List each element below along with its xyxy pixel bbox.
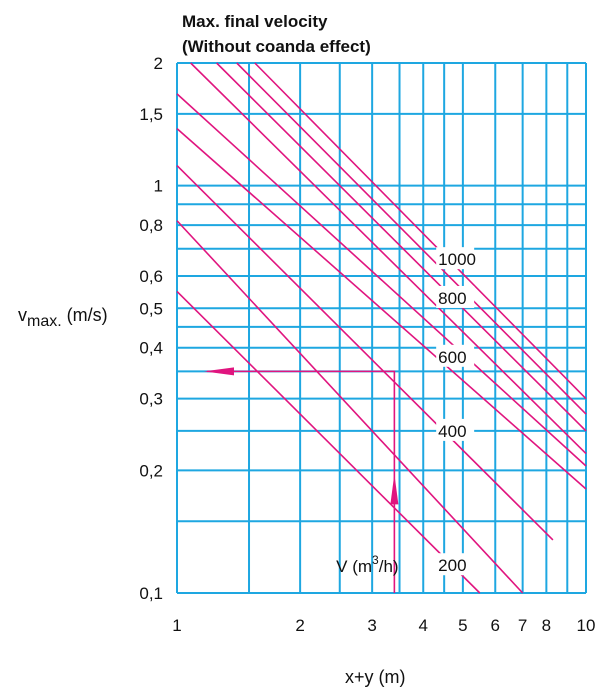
curve-label-backdrop bbox=[436, 418, 475, 441]
x-tick-label: 4 bbox=[419, 616, 428, 635]
velocity-curve-5 bbox=[176, 93, 587, 467]
y-tick-label: 0,4 bbox=[139, 339, 163, 358]
x-tick-label: 7 bbox=[518, 616, 527, 635]
velocity-curve-6 bbox=[190, 62, 587, 455]
flow-rate-label: V (m3/h) bbox=[336, 553, 398, 576]
example-reading-path bbox=[204, 367, 399, 593]
x-axis-label: x+y (m) bbox=[345, 667, 406, 687]
chart-title-line-2: (Without coanda effect) bbox=[182, 37, 371, 56]
velocity-curve-8 bbox=[236, 62, 587, 415]
y-tick-label: 2 bbox=[154, 54, 163, 73]
y-tick-labels: 0,1 0,2 0,3 0,4 0,5 0,6 0,8 1 1,5 2 bbox=[139, 54, 163, 603]
curve-label-backdrop bbox=[436, 344, 475, 367]
curve-label: 800 bbox=[438, 289, 466, 308]
velocity-curves bbox=[176, 62, 587, 594]
x-tick-label: 3 bbox=[367, 616, 376, 635]
curve-label-backdrop bbox=[436, 247, 475, 270]
arrow-left-head bbox=[204, 367, 234, 376]
arrow-up-head bbox=[390, 473, 399, 505]
x-tick-label: 8 bbox=[542, 616, 551, 635]
x-tick-label: 5 bbox=[458, 616, 467, 635]
x-tick-label: 6 bbox=[491, 616, 500, 635]
chart-title-line-1: Max. final velocity bbox=[182, 12, 328, 31]
velocity-curve-2 bbox=[176, 220, 524, 594]
velocity-curve-4 bbox=[176, 128, 587, 490]
curve-labels: 1000 800 600 400 200 V (m3/h) bbox=[336, 247, 476, 576]
grid-lines bbox=[176, 62, 587, 594]
y-tick-label: 0,5 bbox=[139, 299, 163, 318]
y-tick-label: 0,2 bbox=[139, 461, 163, 480]
y-tick-label: 0,6 bbox=[139, 267, 163, 286]
y-tick-label: 0,8 bbox=[139, 216, 163, 235]
example-path-line bbox=[207, 370, 396, 593]
curve-label: 1000 bbox=[438, 250, 476, 269]
y-axis-label-sub: max. bbox=[27, 313, 62, 330]
x-tick-label: 10 bbox=[577, 616, 596, 635]
velocity-curve-7 bbox=[216, 62, 587, 432]
y-axis-label-unit: (m/s) bbox=[62, 305, 108, 325]
curve-label: 600 bbox=[438, 348, 466, 367]
y-tick-label: 0,3 bbox=[139, 390, 163, 409]
y-tick-label: 0,1 bbox=[139, 584, 163, 603]
x-tick-label: 1 bbox=[172, 616, 181, 635]
flow-rate-label-sup: 3 bbox=[372, 553, 379, 567]
velocity-curve-3 bbox=[176, 165, 554, 541]
velocity-curve-1 bbox=[176, 290, 481, 594]
y-axis-label-main: v bbox=[18, 305, 27, 325]
flow-rate-label-prefix: V (m bbox=[336, 557, 372, 576]
y-tick-label: 1 bbox=[154, 177, 163, 196]
y-tick-label: 1,5 bbox=[139, 105, 163, 124]
y-axis-label: vmax. (m/s) bbox=[18, 305, 108, 330]
x-tick-labels: 1 2 3 4 5 6 7 8 10 bbox=[172, 616, 595, 635]
curve-label: 200 bbox=[438, 556, 466, 575]
x-tick-label: 2 bbox=[295, 616, 304, 635]
curve-label-backdrop bbox=[436, 553, 475, 576]
curve-label: 400 bbox=[438, 422, 466, 441]
curve-label-backdrop bbox=[436, 285, 475, 308]
velocity-curve-9 bbox=[254, 62, 587, 400]
flow-rate-label-suffix: /h) bbox=[379, 557, 399, 576]
